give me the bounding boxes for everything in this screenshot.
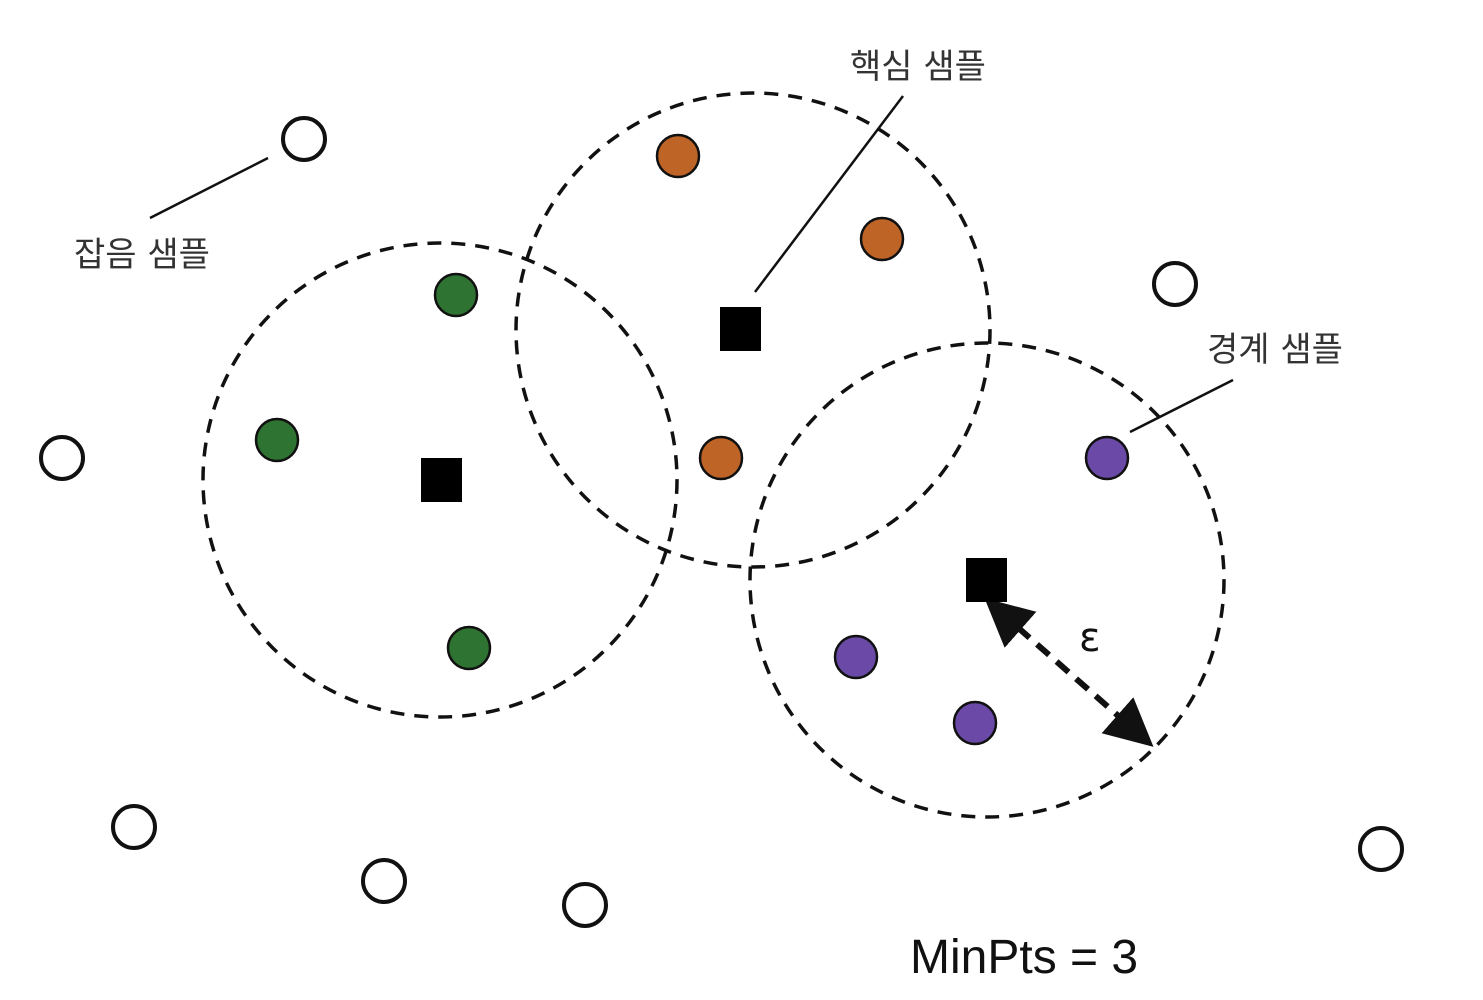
epsilon-radius-left <box>201 241 679 719</box>
border-sample-label: 경계 샘플 <box>1207 330 1343 370</box>
orange-sample <box>698 435 744 481</box>
noise-leader-line <box>149 156 269 220</box>
border-leader-line <box>1129 378 1234 434</box>
noise-sample <box>39 435 85 481</box>
epsilon-arrow <box>984 598 1154 747</box>
core-sample-marker <box>720 307 761 351</box>
purple-sample <box>952 700 998 746</box>
noise-sample <box>111 804 157 850</box>
epsilon-label: ε <box>1079 615 1101 661</box>
purple-sample <box>1084 435 1130 481</box>
core-sample-marker <box>966 558 1007 602</box>
orange-sample <box>655 133 701 179</box>
core-sample-marker <box>421 458 462 502</box>
noise-sample <box>281 116 327 162</box>
noise-sample <box>1358 826 1404 872</box>
core-sample-label: 핵심 샘플 <box>850 47 986 87</box>
minpts-label: MinPts = 3 <box>910 931 1138 984</box>
core-leader-line <box>754 95 904 293</box>
noise-sample <box>562 882 608 928</box>
noise-sample <box>1152 261 1198 307</box>
purple-sample <box>833 634 879 680</box>
noise-sample <box>361 858 407 904</box>
epsilon-radius-right <box>748 341 1226 819</box>
noise-sample-label: 잡음 샘플 <box>74 235 210 275</box>
green-sample <box>433 272 479 318</box>
green-sample <box>446 625 492 671</box>
green-sample <box>254 417 300 463</box>
orange-sample <box>859 216 905 262</box>
epsilon-radius-top <box>514 91 992 569</box>
